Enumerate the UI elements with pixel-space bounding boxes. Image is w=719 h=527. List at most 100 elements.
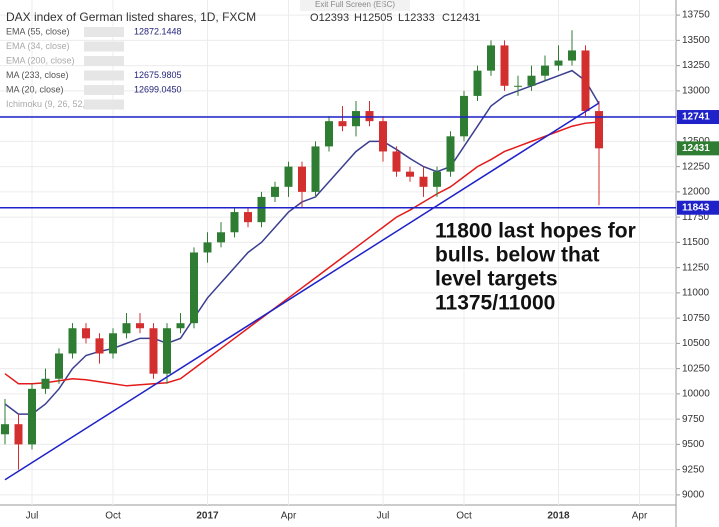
candle-body xyxy=(473,70,482,96)
x-tick-label: Apr xyxy=(632,511,648,522)
y-tick-label: 13500 xyxy=(682,35,710,46)
indicator-value: 12699.0450 xyxy=(134,84,182,94)
indicator-name: MA (233, close) xyxy=(6,70,69,80)
y-tick-label: 10500 xyxy=(682,338,710,349)
price-box-label: 11843 xyxy=(682,202,710,213)
trendline xyxy=(4,102,600,481)
price-box xyxy=(677,110,719,125)
candle-body xyxy=(581,50,590,112)
y-tick-label: 10250 xyxy=(682,363,710,374)
candle-body xyxy=(203,242,212,253)
indicator-button[interactable] xyxy=(84,99,124,110)
candle-body xyxy=(365,111,374,122)
candle-body xyxy=(28,388,36,445)
indicator-value: 12872.1448 xyxy=(134,26,182,36)
indicator-button[interactable] xyxy=(84,56,124,66)
indicator-name: EMA (55, close) xyxy=(6,26,70,36)
x-tick-label: Apr xyxy=(281,511,297,522)
candle-body xyxy=(352,111,360,127)
y-tick-label: 9500 xyxy=(682,439,705,450)
y-tick-label: 11500 xyxy=(682,237,710,248)
indicator-button[interactable] xyxy=(84,41,124,52)
y-tick-label: 11250 xyxy=(682,262,710,273)
candle-body xyxy=(176,323,185,329)
last-price-box xyxy=(677,141,719,156)
annotation: level targets xyxy=(435,268,558,291)
x-tick-label: Oct xyxy=(105,511,121,522)
candle-body xyxy=(284,166,293,187)
x-tick-label: Oct xyxy=(456,511,472,522)
y-tick-label: 13000 xyxy=(682,85,710,96)
ohlc-number: 12505 xyxy=(362,12,393,24)
x-tick-label: Jul xyxy=(377,511,390,522)
y-tick-label: 12000 xyxy=(682,187,710,198)
candle-body xyxy=(163,328,171,374)
chart-title: DAX index of German listed shares, 1D, F… xyxy=(6,10,256,24)
candle-body xyxy=(230,212,239,233)
indicator-name: MA (20, close) xyxy=(6,84,64,94)
ohlc-number: 12393 xyxy=(319,12,350,24)
candle-body xyxy=(595,111,603,149)
candle-body xyxy=(257,196,266,223)
last-price-label: 12431 xyxy=(682,143,710,154)
candle-body xyxy=(379,121,387,152)
ohlc-value: H12505 xyxy=(354,12,393,24)
candle-body xyxy=(14,424,23,445)
exit-button[interactable] xyxy=(300,0,410,11)
ohlc-label: L xyxy=(398,12,404,24)
candle-body xyxy=(271,186,279,197)
indicator-button[interactable] xyxy=(84,70,124,81)
candle-body xyxy=(554,60,563,66)
candle-body xyxy=(500,45,509,86)
candle-body xyxy=(460,95,468,137)
ohlc-label: C xyxy=(442,12,450,24)
price-box xyxy=(677,200,719,215)
candle-body xyxy=(190,252,198,324)
y-tick-label: 9000 xyxy=(682,490,705,501)
y-tick-label: 13750 xyxy=(682,10,710,21)
candle-body xyxy=(95,338,104,354)
annotation: 11375/11000 xyxy=(435,292,555,315)
indicator-name: Ichimoku (9, 26, 52, 26) xyxy=(6,99,101,109)
indicator-value: 12675.9805 xyxy=(134,70,182,80)
candle-body xyxy=(338,121,347,127)
indicator-line xyxy=(4,121,600,387)
candle-body xyxy=(487,45,495,71)
y-tick-label: 10000 xyxy=(682,389,710,400)
annotation: 11800 last hopes for xyxy=(435,220,636,243)
indicator-name: EMA (200, close) xyxy=(6,55,75,65)
candle-body xyxy=(419,176,428,187)
y-tick-label: 10750 xyxy=(682,313,710,324)
ohlc-value: O12393 xyxy=(310,12,349,24)
x-tick-label: 2018 xyxy=(547,511,570,522)
candle-body xyxy=(446,136,455,172)
candle-body xyxy=(149,328,158,374)
candle-body xyxy=(311,146,320,192)
x-tick-label: 2017 xyxy=(196,511,219,522)
ohlc-label: O xyxy=(310,12,319,24)
candle-body xyxy=(406,171,414,177)
ohlc-value: C12431 xyxy=(442,12,481,24)
ohlc-number: 12333 xyxy=(404,12,435,24)
candle-body xyxy=(41,378,50,389)
candle-body xyxy=(433,171,441,187)
exit-button-label[interactable]: Exit Full Screen (ESC) xyxy=(315,0,395,9)
candle-body xyxy=(122,323,131,334)
indicator-button[interactable] xyxy=(84,85,124,95)
ohlc-number: 12431 xyxy=(450,12,481,24)
candle-body xyxy=(527,75,536,86)
ohlc-value: L12333 xyxy=(398,12,435,24)
candle-body xyxy=(325,121,333,147)
y-tick-label: 9250 xyxy=(682,464,705,475)
candle-body xyxy=(514,85,522,87)
candle-body xyxy=(1,424,9,435)
candle-body xyxy=(109,333,117,354)
candle-body xyxy=(568,50,576,61)
indicator-button[interactable] xyxy=(84,27,124,37)
x-tick-label: Jul xyxy=(26,511,39,522)
candle-body xyxy=(55,353,63,379)
candle-body xyxy=(541,65,549,76)
candle-body xyxy=(217,232,225,243)
y-tick-label: 12250 xyxy=(682,161,710,172)
